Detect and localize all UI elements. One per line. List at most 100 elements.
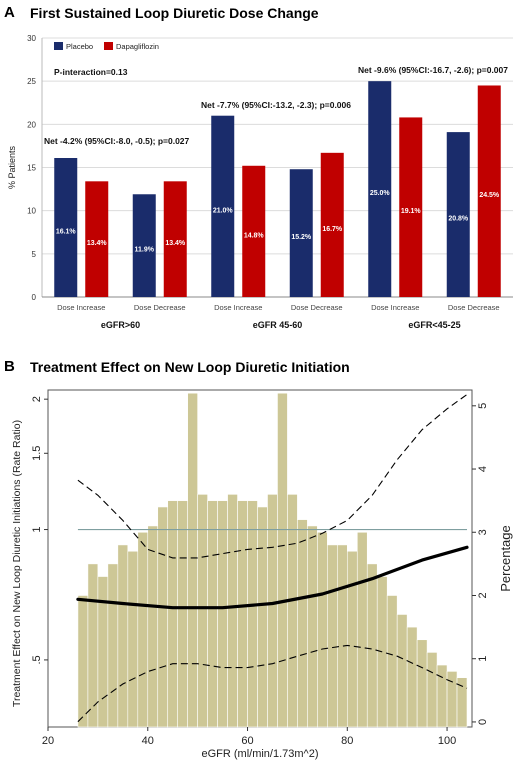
y-tick-label: .5 [31,655,43,664]
histogram-bar [237,500,248,728]
histogram-bar [187,392,198,728]
bar-data-label: 16.7% [322,226,343,233]
y-axis-label: Treatment Effect on New Loop Diuretic In… [11,420,23,707]
panel-b-title: Treatment Effect on New Loop Diuretic In… [30,359,350,375]
x-tick-label: 40 [142,735,154,747]
bar-placebo [368,81,392,298]
panel-a-title: First Sustained Loop Diuretic Dose Chang… [30,5,319,21]
bar-placebo [211,115,235,297]
histogram-bar [257,506,268,728]
x-group-label: eGFR<45-25 [408,320,460,330]
histogram-bar [147,525,159,728]
y-tick-label: 10 [27,207,36,216]
y-tick-label: 20 [27,120,36,129]
histogram-bar [207,500,218,728]
bar-placebo [132,194,156,297]
bar-dapagliflozin [242,165,266,297]
bar-placebo [289,169,313,297]
histogram-bar [406,626,418,728]
y2-tick-label: 1 [477,656,489,662]
legend-swatch-placebo [54,42,63,50]
x-category-label: Dose Increase [371,303,419,312]
bar-data-label: 24.5% [479,192,500,199]
panel-b-letter: B [4,358,15,375]
histogram-bar [386,595,398,728]
histogram-bar [317,531,328,728]
x-tick-label: 60 [241,735,253,747]
confidence-bound-line [77,644,468,723]
histogram-bar [356,531,368,728]
histogram-bar [97,576,109,728]
bar-data-label: 21.0% [213,207,234,214]
x-category-label: Dose Increase [57,303,105,312]
x-category-label: Dose Increase [214,303,262,312]
y2-tick-label: 4 [477,466,489,472]
confidence-bound-line [77,394,468,559]
histogram-bar [366,563,378,728]
x-tick-label: 20 [42,735,54,747]
histogram-bar [137,531,149,728]
y-tick-label: 1.5 [31,446,43,461]
y-tick-label: 30 [27,34,36,43]
histogram-bar [297,519,308,728]
y-tick-label: 1 [31,526,43,532]
y2-axis-label: Percentage [498,525,513,592]
histogram-bar [416,639,428,728]
histogram-bar [127,550,139,728]
x-category-label: Dose Decrease [291,303,343,312]
x-tick-label: 80 [341,735,353,747]
rate-ratio-line [76,545,469,610]
bar-data-label: 13.4% [87,240,108,247]
histogram-bar [117,544,129,728]
histogram-bar [337,544,348,728]
histogram-bar [426,652,438,728]
histogram-bar [436,664,448,728]
bar-data-label: 14.8% [244,232,265,239]
group-annotation: Net -4.2% (95%CI:-8.0, -0.5); p=0.027 [44,136,190,146]
histogram-bar [177,500,188,728]
histogram-bar [167,500,178,728]
bar-data-label: 11.9% [135,247,155,254]
legend-label-dapagliflozin: Dapagliflozin [116,42,159,51]
histogram-bar [307,525,318,728]
histogram-bar [346,550,358,728]
bar-dapagliflozin [399,117,423,297]
x-category-label: Dose Decrease [448,303,500,312]
y-tick-label: 15 [27,164,36,173]
histogram-bar [217,500,228,728]
bar-dapagliflozin [163,181,187,297]
bar-data-label: 19.1% [401,208,422,215]
bar-dapagliflozin [477,85,501,297]
histogram-bar [456,677,468,728]
histogram-bar [446,671,458,728]
bar-data-label: 15.2% [291,234,312,241]
bar-data-label: 20.8% [448,216,469,223]
x-axis-label: eGFR (ml/min/1.73m^2) [201,748,318,760]
y-tick-label: 2 [31,396,43,402]
bar-data-label: 25.0% [370,190,391,197]
x-tick-label: 100 [438,735,456,747]
y2-tick-label: 3 [477,529,489,535]
y2-tick-label: 5 [477,403,489,409]
histogram-bar [107,563,119,728]
group-annotation: Net -9.6% (95%CI:-16.7, -2.6); p=0.007 [358,65,508,75]
bar-placebo [54,158,78,297]
group-annotation: Net -7.7% (95%CI:-13.2, -2.3); p=0.006 [201,100,351,110]
y-tick-label: 5 [32,250,37,259]
bar-placebo [446,132,470,297]
panel-a-letter: A [4,4,15,21]
y-axis-label: % Patients [7,145,17,189]
legend-swatch-dapagliflozin [104,42,113,50]
x-group-label: eGFR 45-60 [253,320,303,330]
histogram-bar [87,563,99,728]
bar-data-label: 16.1% [56,229,77,236]
histogram-bar [327,544,338,728]
histogram-bar [396,614,408,728]
bar-chart-loop-diuretic-dose-change: 0 5 10 15 20 25 30 % Patients Placebo Dapaglifloz… [7,34,513,330]
legend-label-placebo: Placebo [66,42,93,51]
y-tick-label: 25 [27,77,36,86]
y-tick-label: 0 [32,293,37,302]
bar-dapagliflozin [320,152,344,297]
histogram-bar [247,500,258,728]
